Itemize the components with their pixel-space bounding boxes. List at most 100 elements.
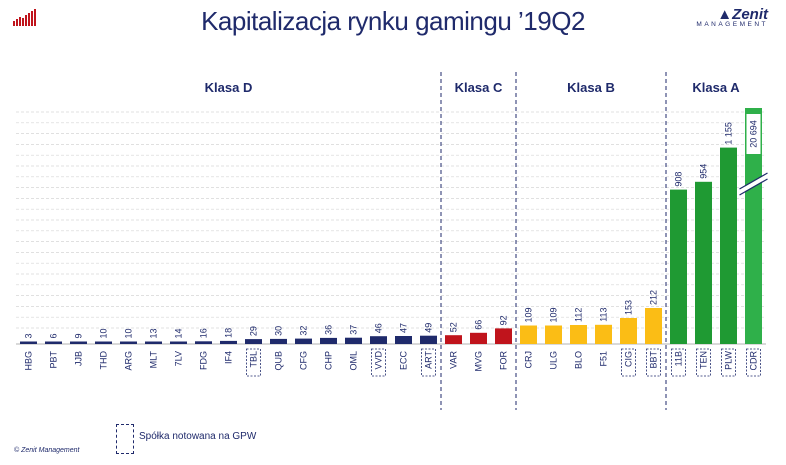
class-label: Klasa C bbox=[455, 80, 503, 95]
value-label-oml: 37 bbox=[349, 325, 359, 335]
category-label-cfg: CFG bbox=[299, 351, 309, 370]
category-label-chp: CHP bbox=[324, 351, 334, 370]
gpw-marker-art bbox=[421, 348, 436, 377]
value-label-cfg: 32 bbox=[299, 326, 309, 336]
value-label-blo: 112 bbox=[574, 308, 584, 322]
value-label-mvg: 66 bbox=[474, 320, 484, 330]
copyright: © Zenit Management bbox=[14, 447, 80, 454]
value-label-mlt: 13 bbox=[149, 328, 159, 338]
bar-tbl bbox=[245, 339, 262, 344]
category-label-arg: ARG bbox=[124, 351, 134, 371]
page-title: Kapitalizacja rynku gamingu ’19Q2 bbox=[201, 6, 585, 36]
bar-ulg bbox=[545, 325, 562, 344]
gpw-marker-cdr bbox=[746, 348, 761, 377]
brand-subtitle: MANAGEMENT bbox=[696, 21, 768, 28]
gpw-legend-label: Spółka notowana na GPW bbox=[139, 431, 257, 442]
bar-cfg bbox=[295, 338, 312, 344]
value-label-thd: 10 bbox=[99, 328, 109, 338]
gpw-marker-vvd bbox=[371, 348, 386, 377]
bar-11b bbox=[670, 189, 687, 344]
category-label-var: VAR bbox=[449, 351, 459, 369]
class-label: Klasa A bbox=[692, 80, 740, 95]
value-label-var: 52 bbox=[449, 322, 459, 332]
brand-logo: ▲Zenit MANAGEMENT bbox=[696, 6, 768, 28]
category-label-qub: QUB bbox=[274, 351, 284, 371]
category-label-vvd: VVD bbox=[374, 351, 384, 370]
bar-for bbox=[495, 328, 512, 344]
bar-bbt bbox=[645, 308, 662, 344]
value-label-crj: 109 bbox=[524, 307, 534, 322]
value-label-jjb: 9 bbox=[74, 333, 84, 338]
value-label-f51: 113 bbox=[599, 307, 609, 321]
value-label-tbl: 29 bbox=[249, 326, 259, 336]
brand-name: ▲Zenit bbox=[717, 6, 768, 23]
bar-var bbox=[445, 335, 462, 344]
bar-thd bbox=[95, 341, 112, 344]
category-label-mvg: MVG bbox=[474, 351, 484, 372]
category-label-art: ART bbox=[424, 351, 434, 369]
bar-pbt bbox=[45, 341, 62, 344]
category-label-ecc: ECC bbox=[399, 351, 409, 371]
value-label-ten: 954 bbox=[699, 164, 709, 179]
category-label-7lv: 7LV bbox=[174, 351, 184, 366]
bar-oml bbox=[345, 337, 362, 344]
value-label-qub: 30 bbox=[274, 326, 284, 336]
category-label-cdr: CDR bbox=[749, 351, 759, 371]
bar-vvd bbox=[370, 336, 387, 344]
category-label-thd: THD bbox=[99, 351, 109, 370]
bar-jjb bbox=[70, 341, 87, 344]
bar-hbg bbox=[20, 341, 37, 344]
value-label-pbt: 6 bbox=[49, 333, 59, 338]
class-label: Klasa D bbox=[205, 80, 253, 95]
value-label-7lv: 14 bbox=[174, 328, 184, 338]
bar-fdg bbox=[195, 341, 212, 344]
bar-cig bbox=[620, 318, 637, 344]
category-label-ulg: ULG bbox=[549, 351, 559, 370]
gpw-marker-tbl bbox=[246, 348, 261, 377]
value-label-cig: 153 bbox=[624, 300, 634, 315]
bar-ecc bbox=[395, 336, 412, 344]
value-label-art: 49 bbox=[424, 323, 434, 333]
bar-cdr bbox=[745, 108, 762, 344]
bar-chp bbox=[320, 337, 337, 344]
value-label-plw: 1 155 bbox=[724, 122, 734, 145]
axis-break-line bbox=[739, 172, 768, 190]
category-label-plw: PLW bbox=[724, 351, 734, 370]
value-label-chp: 36 bbox=[324, 325, 334, 335]
value-label-bbt: 212 bbox=[649, 290, 659, 305]
value-label-arg: 10 bbox=[124, 328, 134, 338]
axis-break bbox=[738, 174, 769, 194]
value-label-ulg: 109 bbox=[549, 307, 559, 322]
gpw-legend-marker bbox=[116, 424, 134, 454]
bar-crj bbox=[520, 325, 537, 344]
category-label-hbg: HBG bbox=[24, 351, 34, 371]
category-label-blo: BLO bbox=[574, 351, 584, 369]
bar-mvg bbox=[470, 332, 487, 344]
gpw-marker-plw bbox=[721, 348, 736, 377]
bar-7lv bbox=[170, 341, 187, 344]
value-label-cdr: 20 694 bbox=[749, 120, 759, 148]
gpw-marker-11b bbox=[671, 348, 686, 377]
bar-if4 bbox=[220, 340, 237, 344]
category-label-cig: CIG bbox=[624, 351, 634, 367]
category-label-if4: IF4 bbox=[224, 351, 234, 364]
bar-arg bbox=[120, 341, 137, 344]
bar-ten bbox=[695, 181, 712, 344]
category-label-ten: TEN bbox=[699, 351, 709, 369]
category-label-fdg: FDG bbox=[199, 351, 209, 370]
bar-blo bbox=[570, 325, 587, 344]
value-label-for: 92 bbox=[499, 315, 509, 325]
gpw-marker-ten bbox=[696, 348, 711, 377]
bar-art bbox=[420, 335, 437, 344]
class-label: Klasa B bbox=[567, 80, 615, 95]
gpw-marker-cig bbox=[621, 348, 636, 377]
category-label-oml: OML bbox=[349, 351, 359, 371]
category-label-11b: 11B bbox=[674, 351, 684, 366]
value-label-box bbox=[746, 114, 761, 154]
bar-mlt bbox=[145, 341, 162, 344]
gpw-marker-bbt bbox=[646, 348, 661, 377]
value-label-if4: 18 bbox=[224, 328, 234, 338]
value-label-fdg: 16 bbox=[199, 328, 209, 338]
logo-icon bbox=[12, 8, 36, 26]
